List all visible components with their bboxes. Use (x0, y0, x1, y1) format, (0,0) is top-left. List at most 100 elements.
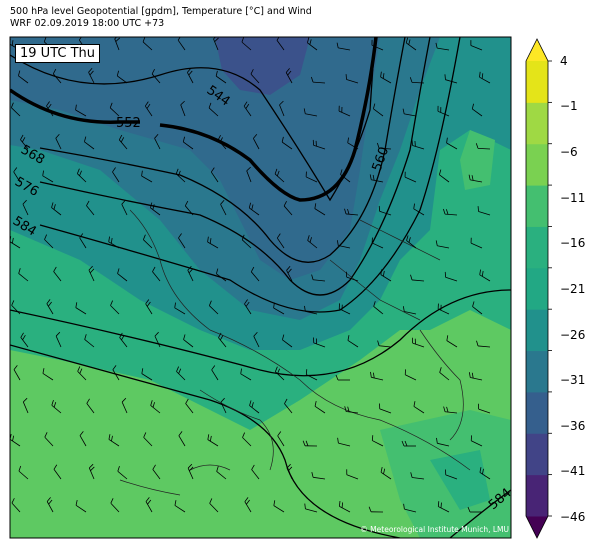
wind-barb (443, 406, 458, 414)
wind-barb (244, 497, 252, 513)
wind-barb (110, 498, 120, 513)
wind-barb (345, 271, 359, 282)
wind-barb (380, 71, 392, 84)
colorbar-segment (526, 143, 548, 186)
wind-barb (208, 300, 219, 315)
wind-barb (303, 108, 318, 117)
wind-barb (307, 235, 318, 249)
wind-barb (444, 74, 458, 84)
wind-barb (22, 397, 29, 414)
colorbar-tick: −21 (560, 282, 586, 296)
wind-barb (121, 397, 128, 414)
wind-barb (112, 365, 120, 381)
contour-label-552: 552 (116, 116, 141, 131)
wind-barb (77, 366, 87, 381)
wind-barb (377, 142, 392, 150)
wind-barb (344, 208, 359, 216)
wind-barb (276, 233, 285, 249)
wind-barb (314, 400, 326, 414)
wind-barb (84, 334, 95, 348)
wind-barb (84, 136, 95, 150)
colorbar-tick: −26 (560, 328, 586, 342)
wind-barb (180, 100, 186, 117)
wind-barb (46, 497, 54, 513)
wind-barb (142, 234, 153, 249)
wind-barb (46, 101, 54, 117)
wind-barb (443, 208, 458, 216)
credit-text: © Meteorological Institute Munich, LMU (360, 525, 509, 534)
colorbar-segment (526, 474, 548, 517)
wind-barb (248, 202, 260, 216)
wind-barb (220, 397, 227, 414)
wind-barb (251, 464, 260, 480)
wind-barb (88, 463, 95, 480)
wind-barb (18, 268, 29, 282)
wind-barb (150, 400, 161, 414)
wind-barb (336, 240, 351, 249)
wind-barb (307, 37, 318, 51)
colorbar-segment (526, 350, 548, 393)
wind-barb (413, 401, 425, 414)
wind-barb (246, 166, 252, 183)
wind-barb (216, 466, 227, 480)
wind-barb (338, 303, 351, 315)
wind-barb (53, 266, 62, 282)
wind-barb (475, 143, 491, 150)
wind-barb (273, 302, 285, 315)
wind-barb (373, 103, 384, 117)
wind-barb (86, 398, 95, 414)
wind-barb (187, 463, 194, 480)
wind-barb (187, 68, 194, 84)
wind-barb (347, 335, 359, 348)
wind-barb (445, 469, 458, 480)
wind-barb (185, 398, 194, 414)
wind-barb (116, 70, 128, 84)
wind-barb (437, 303, 450, 315)
colorbar-tick: −6 (560, 145, 578, 159)
colorbar-segment (526, 226, 548, 269)
wind-barb (335, 374, 350, 381)
wind-barb (368, 506, 384, 513)
colorbar-tick: −11 (560, 191, 586, 205)
colorbar-tick: −1 (560, 99, 578, 113)
wind-barb (13, 365, 21, 381)
wind-barb (182, 136, 194, 150)
wind-barb (379, 403, 392, 414)
temperature-field (10, 37, 511, 538)
wind-barb (446, 335, 458, 348)
map-title: 500 hPa level Geopotential [gpdm], Tempe… (10, 6, 312, 17)
wind-barb (112, 167, 120, 183)
wind-barb (187, 265, 194, 282)
wind-barb (154, 331, 161, 348)
wind-barb (20, 332, 29, 348)
wind-barb (311, 472, 326, 480)
wind-barb (411, 140, 425, 150)
wind-barb (108, 434, 120, 447)
wind-barb (151, 68, 161, 84)
wind-barb (311, 274, 326, 282)
wind-barb (143, 432, 153, 447)
wind-barb (42, 368, 54, 381)
wind-barb (121, 199, 128, 216)
wind-barb (378, 205, 392, 216)
wind-barb (377, 340, 392, 348)
wind-barb (285, 68, 293, 84)
wind-barb (44, 234, 54, 249)
wind-barb (281, 136, 293, 150)
wind-barb (314, 203, 326, 216)
wind-barb (402, 306, 417, 315)
wind-barb (114, 37, 120, 51)
wind-barb (470, 237, 483, 249)
wind-barb (380, 466, 392, 480)
colorbar-segment (526, 391, 548, 434)
wind-barb (406, 235, 417, 249)
colorbar-tick: −46 (560, 510, 586, 524)
wind-barb (312, 139, 326, 150)
wind-barb (274, 168, 285, 183)
wind-barb (242, 432, 252, 447)
wind-barb (477, 206, 491, 216)
wind-barb (76, 168, 87, 183)
wind-barb (241, 234, 252, 249)
wind-barb (479, 269, 491, 282)
